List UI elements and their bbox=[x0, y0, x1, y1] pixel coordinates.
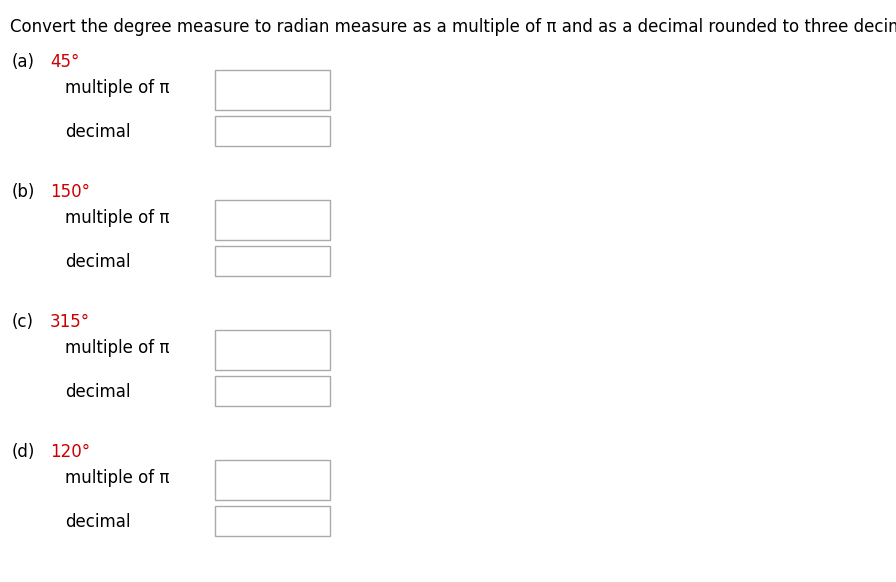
Text: 315°: 315° bbox=[50, 313, 90, 331]
Text: decimal: decimal bbox=[65, 513, 131, 531]
Text: decimal: decimal bbox=[65, 253, 131, 271]
Text: 150°: 150° bbox=[50, 183, 90, 201]
Text: decimal: decimal bbox=[65, 123, 131, 141]
Text: multiple of π: multiple of π bbox=[65, 79, 169, 97]
Bar bbox=[215, 376, 330, 406]
Text: Convert the degree measure to radian measure as a multiple of π and as a decimal: Convert the degree measure to radian mea… bbox=[10, 18, 896, 36]
Bar bbox=[215, 116, 330, 146]
Text: (b): (b) bbox=[12, 183, 35, 201]
Text: 120°: 120° bbox=[50, 443, 90, 461]
Bar bbox=[215, 460, 330, 500]
Text: multiple of π: multiple of π bbox=[65, 209, 169, 227]
Text: 45°: 45° bbox=[50, 53, 80, 71]
Text: (d): (d) bbox=[12, 443, 35, 461]
Bar bbox=[215, 330, 330, 370]
Text: (c): (c) bbox=[12, 313, 34, 331]
Bar bbox=[215, 200, 330, 240]
Bar bbox=[215, 70, 330, 110]
Text: (a): (a) bbox=[12, 53, 35, 71]
Bar bbox=[215, 506, 330, 536]
Text: multiple of π: multiple of π bbox=[65, 469, 169, 487]
Text: multiple of π: multiple of π bbox=[65, 339, 169, 357]
Text: decimal: decimal bbox=[65, 383, 131, 401]
Bar bbox=[215, 246, 330, 276]
